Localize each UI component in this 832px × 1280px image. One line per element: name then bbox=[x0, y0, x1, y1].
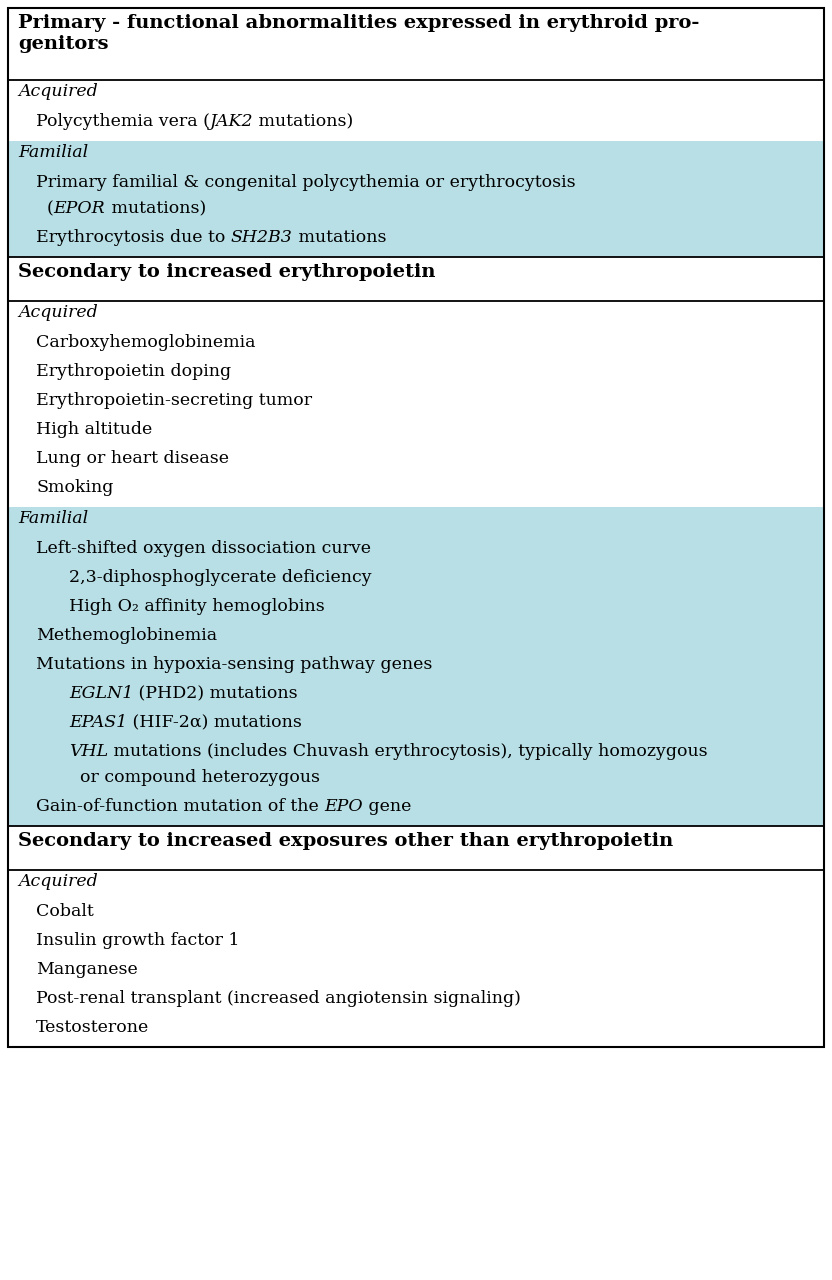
Text: (PHD2) mutations: (PHD2) mutations bbox=[133, 685, 298, 701]
Text: Erythrocytosis due to: Erythrocytosis due to bbox=[36, 229, 230, 246]
Text: JAK2: JAK2 bbox=[210, 113, 254, 131]
Text: 2,3-diphosphoglycerate deficiency: 2,3-diphosphoglycerate deficiency bbox=[58, 570, 372, 586]
Text: mutations): mutations) bbox=[106, 200, 206, 218]
Text: (HIF-2α) mutations: (HIF-2α) mutations bbox=[127, 714, 302, 731]
Text: SH2B3: SH2B3 bbox=[230, 229, 293, 246]
Text: Manganese: Manganese bbox=[36, 961, 138, 978]
Text: Left-shifted oxygen dissociation curve: Left-shifted oxygen dissociation curve bbox=[36, 540, 371, 557]
Text: mutations): mutations) bbox=[254, 113, 354, 131]
Text: Familial: Familial bbox=[18, 509, 88, 527]
Bar bbox=[8, 141, 824, 257]
Text: Testosterone: Testosterone bbox=[36, 1019, 149, 1036]
Text: Mutations in hypoxia-sensing pathway genes: Mutations in hypoxia-sensing pathway gen… bbox=[36, 655, 433, 673]
Text: Methemoglobinemia: Methemoglobinemia bbox=[36, 627, 217, 644]
Text: Secondary to increased exposures other than erythropoietin: Secondary to increased exposures other t… bbox=[18, 832, 673, 850]
Text: Familial: Familial bbox=[18, 143, 88, 161]
Text: EPAS1: EPAS1 bbox=[69, 714, 127, 731]
Text: Secondary to increased erythropoietin: Secondary to increased erythropoietin bbox=[18, 262, 435, 282]
Text: mutations: mutations bbox=[293, 229, 386, 246]
Text: Cobalt: Cobalt bbox=[36, 902, 94, 920]
Text: mutations (includes Chuvash erythrocytosis), typically homozygous: mutations (includes Chuvash erythrocytos… bbox=[108, 742, 708, 760]
Text: (: ( bbox=[36, 200, 54, 218]
Text: Post-renal transplant (increased angiotensin signaling): Post-renal transplant (increased angiote… bbox=[36, 989, 521, 1007]
Text: gene: gene bbox=[363, 797, 411, 815]
Text: EPOR: EPOR bbox=[54, 200, 106, 218]
Text: High altitude: High altitude bbox=[36, 421, 152, 438]
Text: Insulin growth factor 1: Insulin growth factor 1 bbox=[36, 932, 240, 948]
Text: Erythropoietin doping: Erythropoietin doping bbox=[36, 364, 231, 380]
Text: Carboxyhemoglobinemia: Carboxyhemoglobinemia bbox=[36, 334, 255, 351]
Text: Primary familial & congenital polycythemia or erythrocytosis: Primary familial & congenital polycythem… bbox=[36, 174, 576, 191]
Text: Polycythemia vera (: Polycythemia vera ( bbox=[36, 113, 210, 131]
Text: Acquired: Acquired bbox=[18, 873, 97, 890]
Text: EPO: EPO bbox=[324, 797, 363, 815]
Text: or compound heterozygous: or compound heterozygous bbox=[58, 769, 320, 786]
Text: VHL: VHL bbox=[69, 742, 108, 760]
Text: Lung or heart disease: Lung or heart disease bbox=[36, 451, 229, 467]
Text: Acquired: Acquired bbox=[18, 303, 97, 321]
Bar bbox=[8, 8, 824, 1047]
Text: Gain-of-function mutation of the: Gain-of-function mutation of the bbox=[36, 797, 324, 815]
Text: Primary - functional abnormalities expressed in erythroid pro-
genitors: Primary - functional abnormalities expre… bbox=[18, 14, 700, 52]
Text: Smoking: Smoking bbox=[36, 479, 113, 495]
Bar bbox=[8, 507, 824, 826]
Text: Acquired: Acquired bbox=[18, 83, 97, 100]
Text: EGLN1: EGLN1 bbox=[69, 685, 133, 701]
Text: High O₂ affinity hemoglobins: High O₂ affinity hemoglobins bbox=[58, 598, 324, 614]
Text: Erythropoietin-secreting tumor: Erythropoietin-secreting tumor bbox=[36, 392, 312, 410]
